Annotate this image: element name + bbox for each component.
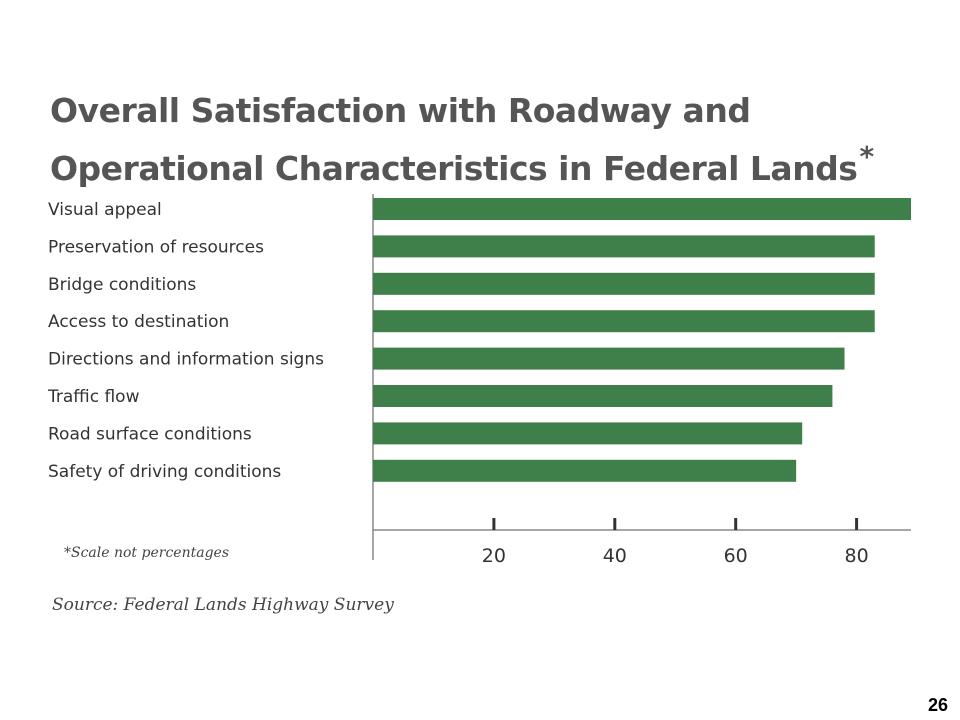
category-label: Road surface conditions <box>48 424 252 444</box>
category-label: Safety of driving conditions <box>48 462 281 482</box>
bar <box>373 422 803 445</box>
x-tick-label: 20 <box>482 545 506 567</box>
bar <box>373 385 833 407</box>
category-label: Visual appeal <box>48 200 162 220</box>
category-label: Preservation of resources <box>48 237 264 257</box>
x-tick-label: 40 <box>603 545 627 567</box>
x-tick-label: 60 <box>724 545 748 567</box>
bar <box>373 310 875 333</box>
bar <box>373 459 797 482</box>
bar <box>373 347 845 370</box>
chart-title: Overall Satisfaction with Roadway and Op… <box>50 88 930 192</box>
category-label: Access to destination <box>48 312 229 332</box>
scale-note: *Scale not percentages <box>64 545 229 561</box>
x-tick-label: 80 <box>845 545 869 567</box>
source-citation: Source: Federal Lands Highway Survey <box>52 595 394 615</box>
category-label: Bridge conditions <box>48 275 196 295</box>
bar <box>373 272 875 295</box>
bar <box>373 235 875 258</box>
chart-title-text: Overall Satisfaction with Roadway and Op… <box>50 91 858 188</box>
page-number: 26 <box>927 695 948 715</box>
bar <box>373 198 911 220</box>
title-asterisk: * <box>859 140 874 173</box>
category-label: Directions and information signs <box>48 350 324 370</box>
category-label: Traffic flow <box>47 387 140 407</box>
